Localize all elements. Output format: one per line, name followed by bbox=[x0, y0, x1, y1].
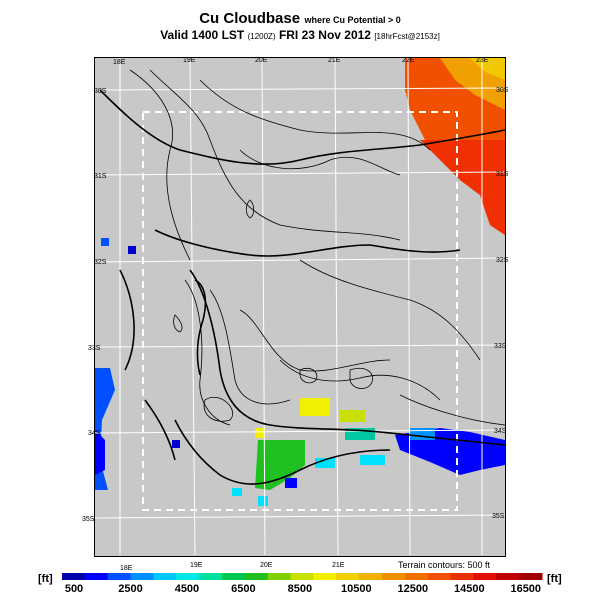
colorbar-tick-label: 14500 bbox=[453, 583, 485, 595]
lon-label-20e: 20E bbox=[255, 57, 268, 64]
lon-label-bottom-18e: 18E bbox=[120, 565, 133, 572]
lon-label-23e: 23E bbox=[476, 57, 489, 64]
page-subtitle: where Cu Potential > 0 bbox=[304, 15, 401, 25]
colorbar-unit-right: [ft] bbox=[547, 573, 562, 585]
colorbar-tick-label: 16500 bbox=[510, 583, 542, 595]
lat-label-right-35s: 35S bbox=[492, 513, 505, 520]
colorbar-swatch bbox=[62, 573, 86, 580]
colorbar-swatch bbox=[359, 573, 383, 580]
colorbar-swatch bbox=[519, 573, 543, 580]
colorbar-swatch bbox=[473, 573, 497, 580]
colorbar-tick-label: 500 bbox=[64, 583, 84, 595]
run-time: (1200Z) bbox=[247, 32, 276, 41]
colorbar-swatch bbox=[450, 573, 474, 580]
valid-time: Valid 1400 LST bbox=[160, 28, 245, 42]
lon-label-bottom-19e: 19E bbox=[190, 562, 203, 569]
lat-label-right-33s: 33S bbox=[494, 343, 507, 350]
page-title: Cu Cloudbase bbox=[199, 10, 301, 27]
colorbar-swatch bbox=[404, 573, 429, 580]
colorbar-swatch bbox=[222, 573, 246, 580]
colorbar-tick-label: 4500 bbox=[174, 583, 200, 595]
colorbar-swatch bbox=[496, 573, 520, 580]
colorbar-swatch bbox=[244, 573, 269, 580]
colorbar-swatch bbox=[107, 573, 132, 580]
south-coast-field bbox=[172, 398, 505, 506]
colorbar-ticks: 500 2500 4500 6500 8500 10500 12500 14500 16500 bbox=[62, 583, 542, 597]
chart-title-block: Cu Cloudbase where Cu Potential > 0 bbox=[0, 10, 600, 28]
colorbar-swatch bbox=[313, 573, 337, 580]
lon-label-21e: 21E bbox=[328, 57, 341, 64]
colorbar-swatch bbox=[153, 573, 177, 580]
colorbar-tick-label: 6500 bbox=[231, 583, 256, 595]
lat-label-33s: 33S bbox=[88, 345, 101, 352]
lat-label-right-34s: 34S bbox=[494, 428, 507, 435]
lat-label-right-32s: 32S bbox=[496, 257, 509, 264]
lat-label-31s: 31S bbox=[94, 173, 107, 180]
lon-label-18e: 18E bbox=[113, 59, 126, 66]
west-coast-field bbox=[95, 238, 136, 490]
colorbar-tick-label: 10500 bbox=[341, 583, 372, 595]
lat-label-34s: 34S bbox=[88, 430, 101, 437]
colorbar-swatch bbox=[382, 573, 406, 580]
forecast-info: [18hrFcst@2153z] bbox=[374, 32, 440, 41]
colorbar-swatch bbox=[84, 573, 109, 580]
colorbar-swatch bbox=[199, 573, 223, 580]
high-cloudbase-field bbox=[405, 58, 505, 235]
lat-label-35s: 35S bbox=[82, 516, 95, 523]
colorbar-swatch bbox=[130, 573, 154, 580]
colorbar-swatch bbox=[267, 573, 292, 580]
coastline bbox=[99, 89, 506, 485]
lon-label-bottom-20e: 20E bbox=[260, 562, 273, 569]
colorbar-swatch bbox=[336, 573, 360, 580]
lon-label-bottom-21e: 21E bbox=[332, 562, 345, 569]
colorbar-swatch bbox=[290, 573, 314, 580]
colorbar-tick-label: 12500 bbox=[397, 583, 429, 595]
colorbar-swatch bbox=[176, 573, 200, 580]
terrain-note: Terrain contours: 500 ft bbox=[398, 560, 491, 570]
colorbar-swatch bbox=[427, 573, 452, 580]
lon-label-22e: 22E bbox=[402, 57, 415, 64]
valid-time-line: Valid 1400 LST (1200Z) FRI 23 Nov 2012 [… bbox=[0, 28, 600, 42]
lat-label-30s: 30S bbox=[94, 88, 107, 95]
valid-date: FRI 23 Nov 2012 bbox=[278, 28, 371, 42]
colorbar bbox=[62, 573, 543, 580]
inner-domain-box bbox=[142, 111, 458, 511]
lat-label-right-30s: 30S bbox=[496, 87, 509, 94]
lat-label-right-31s: 31S bbox=[496, 171, 509, 178]
lat-label-32s: 32S bbox=[94, 259, 107, 266]
colorbar-tick-label: 8500 bbox=[287, 583, 313, 595]
lon-label-19e: 19E bbox=[183, 57, 196, 64]
terrain-contours bbox=[129, 69, 506, 426]
colorbar-tick-label: 2500 bbox=[118, 583, 143, 595]
colorbar-unit-left: [ft] bbox=[38, 573, 53, 585]
